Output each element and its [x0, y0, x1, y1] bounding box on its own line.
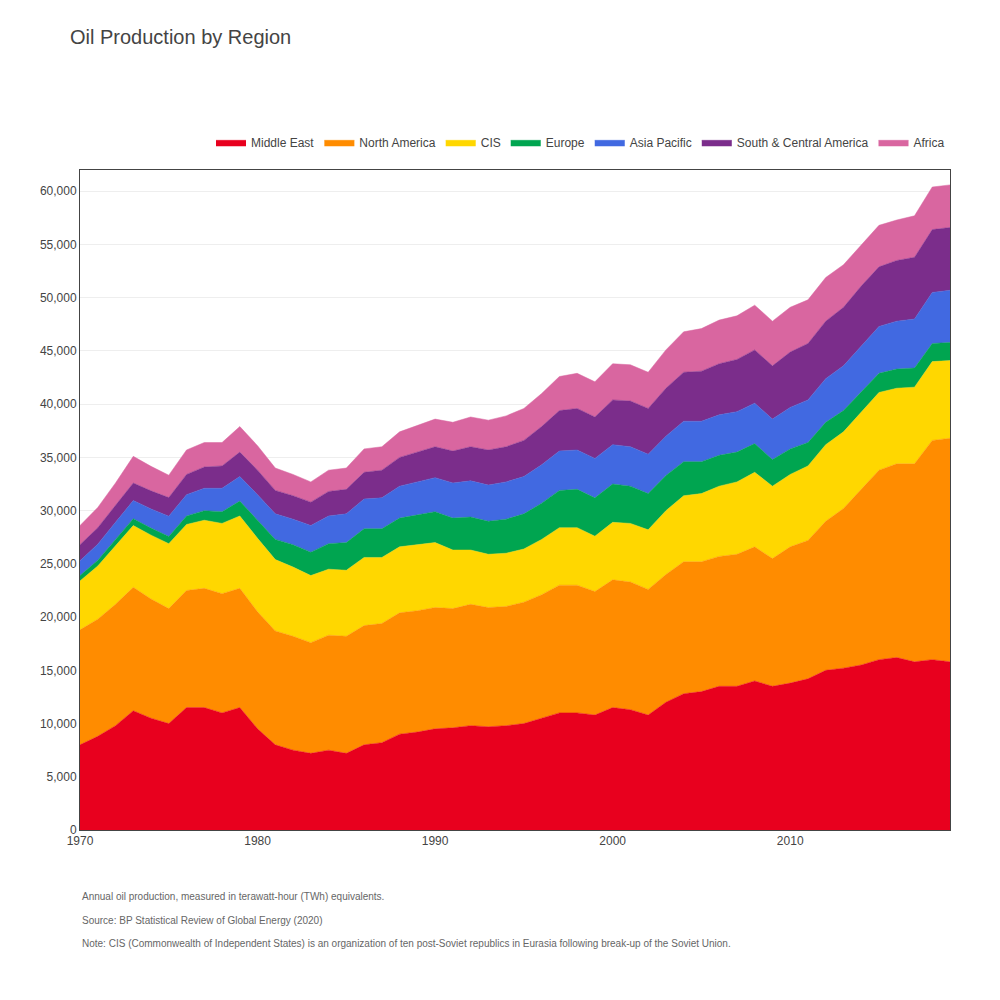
svg-text:20,000: 20,000 — [40, 610, 77, 624]
svg-text:0: 0 — [70, 823, 77, 837]
svg-text:60,000: 60,000 — [40, 184, 77, 198]
svg-text:1970: 1970 — [67, 834, 94, 848]
svg-text:Note: CIS (Commonwealth of Ind: Note: CIS (Commonwealth of Independent S… — [82, 938, 731, 949]
svg-text:25,000: 25,000 — [40, 557, 77, 571]
svg-text:35,000: 35,000 — [40, 451, 77, 465]
svg-text:1980: 1980 — [244, 834, 271, 848]
svg-text:30,000: 30,000 — [40, 504, 77, 518]
svg-text:55,000: 55,000 — [40, 238, 77, 252]
svg-text:Europe: Europe — [546, 136, 585, 150]
svg-text:2010: 2010 — [777, 834, 804, 848]
svg-text:Annual oil production, measure: Annual oil production, measured in teraw… — [82, 891, 384, 902]
svg-text:South & Central America: South & Central America — [737, 136, 869, 150]
svg-text:40,000: 40,000 — [40, 397, 77, 411]
svg-text:Asia Pacific: Asia Pacific — [630, 136, 692, 150]
svg-text:North America: North America — [359, 136, 435, 150]
svg-text:Africa: Africa — [914, 136, 945, 150]
svg-text:50,000: 50,000 — [40, 291, 77, 305]
svg-text:15,000: 15,000 — [40, 664, 77, 678]
svg-text:Middle East: Middle East — [251, 136, 314, 150]
svg-text:CIS: CIS — [481, 136, 501, 150]
svg-text:10,000: 10,000 — [40, 717, 77, 731]
svg-text:1990: 1990 — [422, 834, 449, 848]
svg-text:45,000: 45,000 — [40, 344, 77, 358]
svg-text:2000: 2000 — [599, 834, 626, 848]
svg-text:Oil Production by Region: Oil Production by Region — [70, 26, 291, 48]
svg-text:5,000: 5,000 — [47, 770, 77, 784]
svg-text:Source: BP Statistical Review: Source: BP Statistical Review of Global … — [82, 915, 323, 926]
